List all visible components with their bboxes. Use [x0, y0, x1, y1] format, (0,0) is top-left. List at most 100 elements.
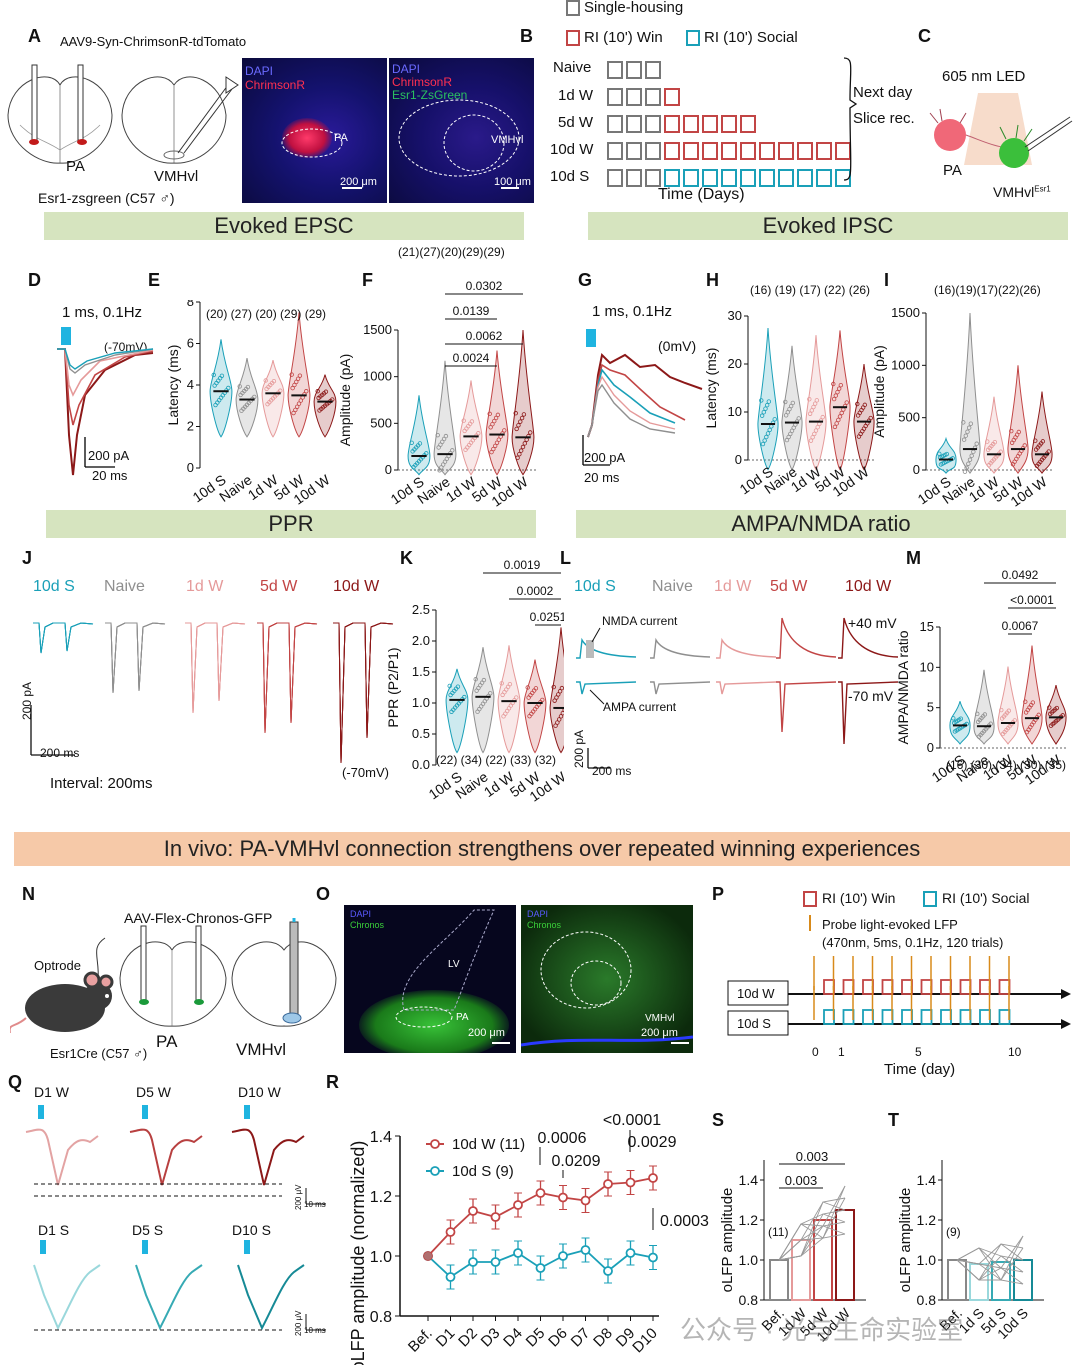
panel-label-i: I [884, 270, 890, 290]
x-tick-label: D6 [545, 1325, 571, 1351]
encounter-box [940, 979, 952, 995]
y-tick-label: 1000 [363, 369, 392, 384]
nmda-trace [776, 617, 837, 659]
q-bot-2: D10 S [232, 1222, 271, 1238]
y-tick-label: 4 [187, 377, 194, 392]
day-box-encounter [702, 142, 718, 160]
data-point [839, 410, 844, 416]
bar [769, 1259, 789, 1301]
panel-label-e: E [148, 270, 161, 290]
optrode-schematic [10, 918, 337, 1033]
panel-label-c: C [918, 26, 931, 46]
day-box-single [645, 142, 661, 160]
data-point [625, 1177, 636, 1188]
watermark: 公众号 · 光与生命实验室 [680, 1315, 964, 1345]
data-point [1054, 705, 1060, 711]
day-box-encounter [816, 142, 832, 160]
individual-line [778, 1197, 846, 1261]
legend-box-win [566, 30, 580, 46]
panel-label-a: A [28, 26, 41, 46]
data-point [557, 689, 563, 694]
ppr-trace [185, 622, 246, 714]
data-point [968, 421, 974, 426]
data-point [289, 372, 294, 377]
data-point [211, 372, 216, 378]
data-point [535, 1263, 546, 1273]
legend-single: Single-housing [584, 0, 684, 16]
violin [261, 360, 285, 438]
p-legend-social: RI (10') Social [942, 890, 1030, 906]
y-tick-label: 10 [920, 659, 934, 674]
data-point [764, 434, 769, 440]
data-point [298, 398, 304, 403]
data-point [974, 441, 979, 446]
data-point [488, 691, 493, 696]
day-box-encounter [740, 169, 756, 187]
data-point [468, 1206, 478, 1216]
data-point [502, 428, 507, 433]
vmhvl-label: VMHvl [154, 168, 199, 185]
p-value: 0.0251 [530, 610, 564, 624]
data-point [814, 398, 820, 403]
stim-label-d: 1 ms, 0.1Hz [62, 304, 143, 321]
data-point [812, 431, 817, 437]
data-point [315, 389, 320, 394]
j-label-1: Naive [104, 578, 145, 595]
row-label-3: 10d W [550, 141, 594, 158]
data-point [833, 393, 838, 398]
data-point [323, 389, 329, 394]
p-value: 0.0024 [453, 351, 490, 365]
p-value: 0.0006 [538, 1130, 587, 1147]
data-point [807, 411, 813, 416]
pos-hold-label: +40 mV [848, 615, 897, 631]
data-point [533, 686, 539, 691]
y-tick-label: 1.5 [412, 664, 430, 679]
encounter-box [940, 1009, 952, 1025]
bar [991, 1261, 1011, 1301]
data-point [488, 425, 493, 430]
panel-label-q: Q [8, 1072, 23, 1092]
scale-x-g: 20 ms [584, 470, 620, 485]
violin [459, 380, 483, 476]
p-tick-0: 0 [812, 1045, 819, 1059]
data-point [514, 695, 519, 700]
data-point [807, 396, 812, 402]
individual-line [778, 1185, 846, 1261]
probe-label-1: Probe light-evoked LFP [822, 917, 958, 932]
day-box-encounter [721, 169, 737, 187]
chrimson-label: ChrimsonR [245, 78, 306, 92]
q-scale-x-bot: 10 ms [304, 1326, 326, 1335]
encounter-box [862, 1009, 874, 1025]
panel-label-p: P [712, 884, 725, 904]
data-point [813, 428, 819, 433]
p-value: 0.0029 [628, 1134, 677, 1151]
day-box-encounter [759, 169, 775, 187]
data-point [1016, 429, 1022, 435]
panel-label-s: S [712, 1110, 725, 1130]
panel-label-b: B [520, 26, 533, 46]
violin [1007, 365, 1029, 475]
data-point [759, 413, 765, 418]
row-label-4: 10d S [550, 168, 590, 185]
ampa-trace [716, 681, 777, 695]
legend-text-s: 10d S (9) [452, 1163, 514, 1180]
nmda-pointer [591, 627, 601, 643]
y-tick-label: 0 [913, 462, 920, 477]
data-point [962, 469, 968, 474]
stim-marker [142, 1105, 148, 1119]
data-point [559, 685, 564, 691]
next-day-label: Next day [853, 84, 913, 101]
q-top-2: D10 W [238, 1084, 281, 1100]
mouse-label-n: Esr1Cre (C57 ♂) [50, 1046, 148, 1061]
data-point [562, 707, 564, 713]
panel-label-h: H [706, 270, 719, 290]
j-label-3: 5d W [260, 578, 298, 595]
data-point [603, 1179, 613, 1189]
y-tick-label: 0 [735, 452, 742, 467]
data-point [761, 409, 766, 415]
lfp-trace-s [237, 1264, 305, 1331]
y-tick-label: 5 [927, 700, 934, 715]
y-tick-label: 1.2 [370, 1189, 392, 1206]
scale-x-d: 20 ms [92, 468, 128, 483]
